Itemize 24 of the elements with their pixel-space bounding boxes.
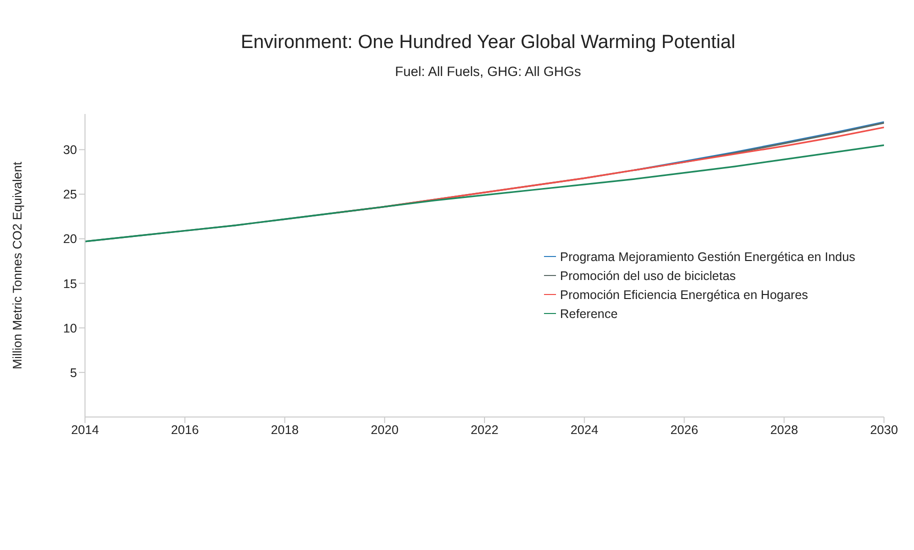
- chart-subtitle: Fuel: All Fuels, GHG: All GHGs: [394, 64, 582, 79]
- x-tick-label: 2014: [71, 422, 99, 437]
- y-tick-label: 25: [63, 188, 78, 202]
- y-tick-label: 10: [63, 321, 78, 336]
- y-tick-label: 30: [63, 143, 78, 158]
- x-tick-label: 2018: [270, 422, 299, 437]
- legend-label: Reference: [560, 306, 618, 320]
- y-axis-title: Million Metric Tonnes CO2 Equivalent: [10, 161, 24, 370]
- y-tick-label: 20: [63, 232, 78, 246]
- legend-label: Programa Mejoramiento Gestión Energética en Indus: [560, 250, 856, 264]
- x-tick-label: 2030: [870, 422, 898, 437]
- legend-label: Promoción del uso de bicicletas: [560, 268, 736, 282]
- x-tick-label: 2026: [670, 422, 698, 437]
- x-tick-label: 2016: [170, 422, 199, 437]
- x-tick-label: 2020: [370, 422, 399, 437]
- line-series: [634, 121, 884, 171]
- y-tick-label: 15: [63, 276, 78, 291]
- legend-label: Promoción Eficiencia Energética en Hogares: [560, 288, 808, 302]
- x-tick-label: 2022: [470, 422, 498, 437]
- x-tick-label: 2028: [770, 422, 798, 437]
- chart-title: Environment: One Hundred Year Global Warming Potential: [240, 32, 736, 54]
- x-tick-label: 2024: [570, 422, 598, 437]
- line-series: [85, 144, 884, 242]
- y-tick-label: 5: [70, 366, 78, 380]
